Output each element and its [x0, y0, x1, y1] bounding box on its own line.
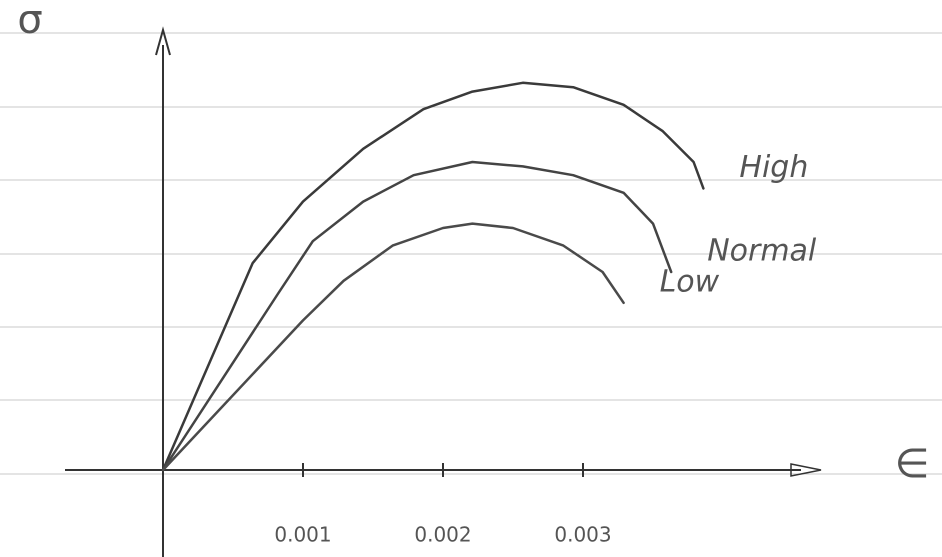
series-label: Normal: [707, 234, 817, 269]
x-tick-label: 0.003: [554, 523, 611, 547]
x-tick-label: 0.001: [274, 523, 331, 547]
series-line: [163, 83, 703, 470]
chart: σ ∈ 0.001 0.002 0.003 High NormalLow: [0, 0, 942, 557]
series-line: [163, 224, 624, 470]
x-axis-label: ∈: [895, 441, 930, 487]
series-label: High: [739, 150, 808, 185]
x-tick-label: 0.002: [414, 523, 471, 547]
series-line: [163, 162, 671, 470]
series-label: Low: [660, 264, 720, 299]
y-axis-label: σ: [17, 0, 42, 43]
